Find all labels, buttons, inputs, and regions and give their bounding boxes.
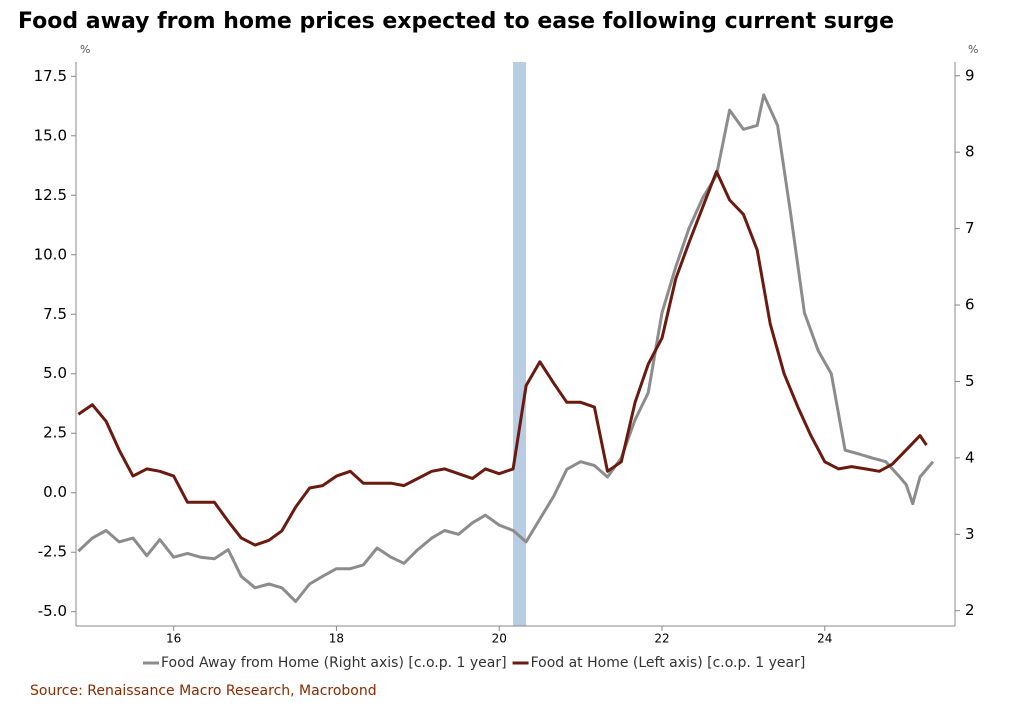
y-tick-label: 10.0 bbox=[34, 245, 67, 263]
chart-title: Food away from home prices expected to e… bbox=[18, 9, 894, 34]
y-tick-label: 2.5 bbox=[43, 424, 67, 442]
x-tick-label: 16 bbox=[166, 632, 181, 646]
y-tick-label: 5.0 bbox=[43, 364, 67, 382]
legend-label: Food at Home (Left axis) [c.o.p. 1 year] bbox=[531, 655, 806, 671]
y-tick-label: -5.0 bbox=[38, 602, 67, 620]
series-line bbox=[77, 93, 935, 603]
y-tick-label: 7.5 bbox=[43, 305, 67, 323]
x-tick-label: 20 bbox=[492, 632, 507, 646]
y2-unit: % bbox=[968, 43, 978, 56]
x-tick-label: 18 bbox=[329, 632, 344, 646]
y2-tick-label: 3 bbox=[965, 525, 975, 543]
y-tick-label: 0.0 bbox=[43, 483, 67, 501]
x-tick-label: 24 bbox=[817, 632, 832, 646]
y-tick-label: -2.5 bbox=[38, 543, 67, 561]
y2-tick-label: 8 bbox=[965, 143, 975, 161]
legend-label: Food Away from Home (Right axis) [c.o.p.… bbox=[161, 655, 507, 671]
source: Source: Renaissance Macro Research, Macr… bbox=[30, 683, 377, 699]
y2-tick-label: 5 bbox=[965, 372, 975, 390]
y2-tick-label: 2 bbox=[965, 601, 975, 619]
y-tick-label: 15.0 bbox=[34, 126, 67, 144]
x-tick-label: 22 bbox=[654, 632, 669, 646]
y2-tick-label: 6 bbox=[965, 296, 975, 314]
y2-tick-label: 9 bbox=[965, 66, 975, 84]
y-tick-label: 17.5 bbox=[34, 67, 67, 85]
y2-tick-label: 4 bbox=[965, 448, 975, 466]
shaded-period bbox=[513, 62, 527, 626]
y-tick-label: 12.5 bbox=[34, 186, 67, 204]
series-line bbox=[77, 170, 928, 547]
y2-tick-label: 7 bbox=[965, 219, 975, 237]
y-unit: % bbox=[80, 43, 90, 56]
